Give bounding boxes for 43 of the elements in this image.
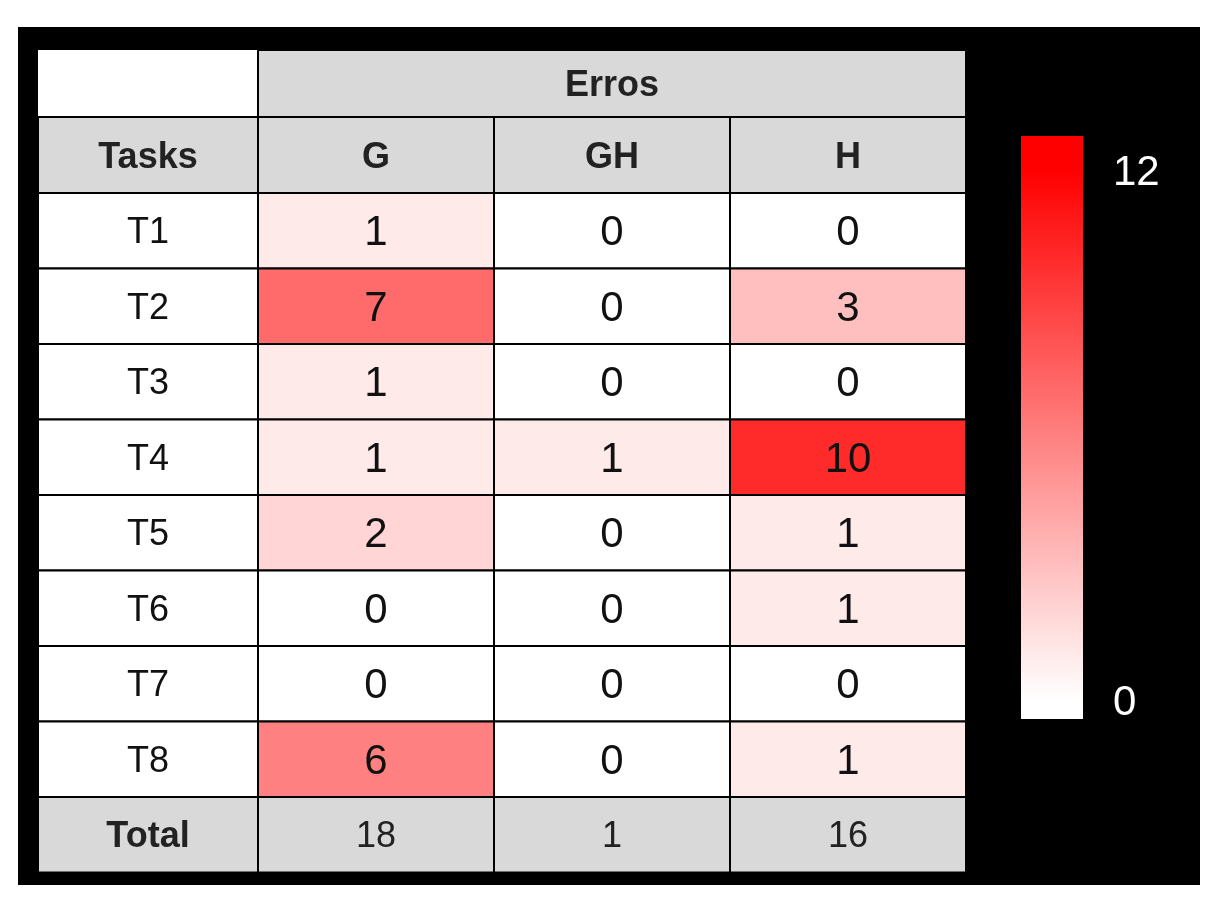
color-bar-label: 0: [1113, 676, 1137, 724]
x-axis-title: Erros: [564, 63, 660, 104]
text: 16: [827, 814, 869, 856]
data-label: 10: [824, 433, 872, 481]
data-label: 0: [600, 509, 624, 557]
data-label: 1: [836, 584, 860, 632]
data-label: 1: [364, 207, 388, 255]
data-label: 0: [836, 660, 860, 708]
data-label: 0: [600, 660, 624, 708]
data-label: 1: [836, 735, 860, 783]
data-label: 1: [364, 433, 388, 481]
data-label: 0: [600, 584, 624, 632]
data-label: 0: [600, 735, 624, 783]
x-tick-label: H: [835, 134, 861, 176]
y-tick-label: T6: [126, 587, 170, 629]
data-label: 2: [364, 509, 388, 557]
data-label: 0: [836, 207, 860, 255]
text: 1: [601, 814, 623, 856]
data-label: 1: [364, 358, 388, 406]
text: 18: [355, 814, 397, 856]
y-tick-label: T7: [126, 663, 170, 705]
color-bar-label: 12: [1113, 146, 1160, 194]
data-label: 0: [364, 584, 388, 632]
y-tick-label: T4: [126, 436, 170, 478]
y-tick-label: T8: [126, 738, 170, 780]
x-tick-label: GH: [585, 134, 639, 176]
data-label: 6: [364, 735, 388, 783]
data-label: 7: [364, 282, 388, 330]
y-tick-label: T3: [126, 361, 170, 403]
data-label: 1: [600, 433, 624, 481]
y-tick-label: T1: [126, 210, 170, 252]
data-label: 1: [836, 509, 860, 557]
y-axis-title: Tasks: [98, 134, 198, 176]
data-label: 3: [836, 282, 860, 330]
data-label: 0: [600, 358, 624, 406]
data-label: 0: [600, 207, 624, 255]
y-tick-label: T5: [126, 512, 170, 554]
data-label: 0: [836, 358, 860, 406]
text: Total: [106, 814, 190, 856]
y-tick-label: T2: [126, 285, 170, 327]
data-label: 0: [364, 660, 388, 708]
x-tick-label: G: [361, 134, 391, 176]
data-label: 0: [600, 282, 624, 330]
